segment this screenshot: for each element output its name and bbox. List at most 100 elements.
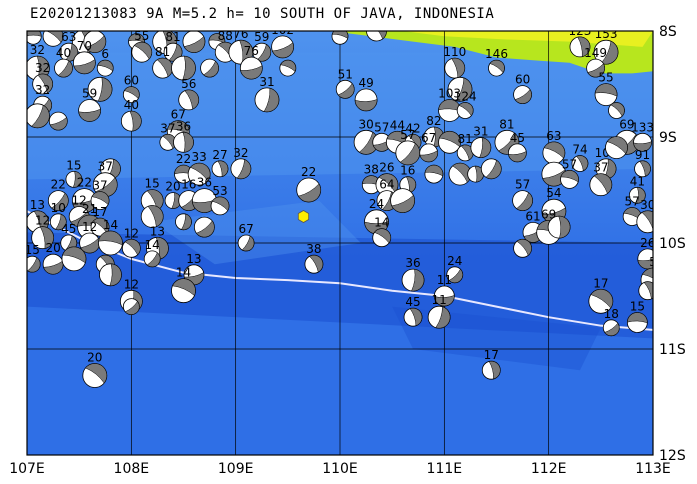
beachball-compressional [391,194,415,213]
beachball-compressional [183,36,206,53]
event-depth-label: 57 [562,157,577,171]
beachball-compressional [91,191,110,205]
focal-mechanism [61,246,87,272]
beachball-compressional [51,192,69,211]
beachball-compressional [241,235,255,252]
land-highland [402,31,653,47]
event-depth-label: 37 [98,160,113,174]
beachball-compressional [129,110,142,132]
beachball-compressional [508,151,527,163]
focal-mechanism: 17 [90,205,110,237]
event-depth-label: 37 [160,121,175,135]
event-depth-label: 57 [515,178,530,192]
focal-mechanism: 55 [131,31,153,63]
beachball-compressional [85,363,108,384]
focal-mechanism: 60 [122,74,140,103]
beachball-compressional [434,295,455,307]
event-depth-label: 14 [176,266,191,280]
focal-mechanism [193,216,215,238]
focal-mechanism: 70 [72,39,96,75]
event-depth-label: 54 [546,186,561,200]
event-depth-label: 17 [593,276,608,290]
x-tick-label: 107E [9,461,45,477]
epicenter-marker [297,210,310,223]
focal-mechanism: 37 [90,179,110,211]
event-depth-label: 133 [631,120,654,134]
event-depth-label: 10 [51,201,66,215]
focal-mechanism: 30 [636,198,653,234]
event-depth-label: 57 [624,195,639,209]
focal-mechanism: 31 [254,75,280,113]
beachball-compressional [124,239,141,256]
x-tick-label: 111E [427,461,463,477]
beachball-compressional [181,213,192,231]
focal-mechanism: 37 [159,121,177,151]
event-depth-label: 20 [165,180,180,194]
beachball-compressional [543,141,566,159]
beachball-compressional [133,41,153,60]
beachball-compressional [604,322,620,337]
focal-mechanism: 26 [637,236,653,270]
beachball-compressional [587,63,605,78]
focal-mechanism: 10 [49,201,67,231]
beachball-compressional [27,257,41,273]
focal-mechanism: 15 [65,158,83,188]
beachball-compressional [309,254,324,273]
focal-mechanism: 31 [470,125,492,159]
event-depth-label: 59 [254,30,269,44]
event-depth-label: 18 [604,307,619,321]
focal-mechanism: 63 [542,129,566,165]
event-depth-label: 37 [92,179,107,193]
beachball-compressional [337,83,355,99]
focal-mechanism: 37 [589,161,613,197]
event-depth-label: 14 [145,238,160,252]
event-depth-label: 91 [635,148,650,162]
focal-mechanism [513,238,532,258]
event-depth-label: 36 [176,119,191,133]
event-depth-label: 45 [61,222,76,236]
focal-mechanism: 12 [79,220,100,254]
focal-mechanism: 57 [512,178,533,212]
event-depth-label: 62 [209,21,224,35]
x-tick-label: 109E [218,461,254,477]
beachball-compressional [485,159,502,180]
beachball-compressional [236,159,252,179]
focal-mechanism: 12 [121,226,141,258]
beachball-compressional [156,57,173,77]
beachball-compressional [424,164,444,177]
event-depth-label: 59 [82,87,97,101]
event-depth-label: 81 [155,45,170,59]
axis-labels: 107E 108E 109E 110E 111E 112E 113E 8S 9S 10S 11S 12… [9,24,686,477]
beachball-compressional [182,55,196,81]
event-depth-label: 69 [619,117,634,131]
focal-mechanism [171,55,196,81]
focal-mechanism: 23 [366,31,387,42]
map-title: E20201213083 9A M=5.2 h= 10 SOUTH OF JAV… [30,6,495,22]
focal-mechanism: 67 [237,222,255,252]
focal-mechanism: 18 [602,307,620,337]
focal-mechanism: 20 [164,180,182,210]
y-tick-label: 12S [659,448,686,464]
event-depth-label: 15 [145,177,160,191]
event-depth-label: 57 [400,128,415,142]
event-depth-label: 76 [233,27,248,41]
event-depth-label: 82 [426,114,441,128]
beachball-compressional [162,134,177,149]
event-depth-label: 38 [306,242,321,256]
event-depth-label: 51 [338,67,353,81]
beachball-compressional [211,196,230,211]
event-depth-label: 37 [593,161,608,175]
focal-mechanism [390,188,416,214]
beachball-compressional [184,89,199,110]
event-depth-label: 32 [233,146,248,160]
event-depth-label: 36 [405,256,420,270]
focal-mechanism [99,263,122,287]
focal-mechanism: 74 [571,143,589,172]
focal-mechanism: 16 [399,164,417,194]
event-depth-label: 88 [218,29,233,43]
focal-mechanism [48,111,68,131]
event-depth-label: 41 [630,174,645,188]
focal-mechanism: 38 [304,242,324,274]
beachball-compressional [594,83,618,97]
event-depth-label: 55 [598,71,613,85]
